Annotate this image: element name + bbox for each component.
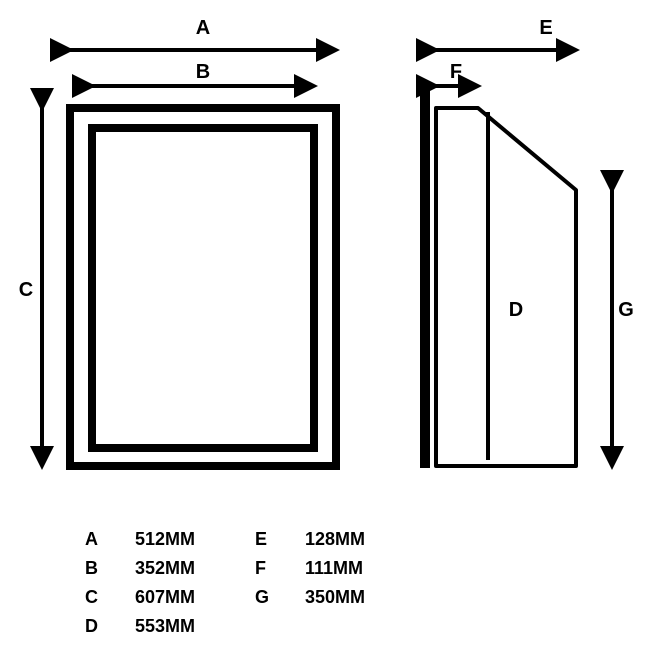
label-f: F (450, 61, 462, 83)
legend-val: 553MM (135, 612, 255, 641)
side-back-bar (420, 90, 430, 468)
legend-row: C607MMG350MM (85, 583, 425, 612)
legend-key: A (85, 525, 135, 554)
legend-val: 607MM (135, 583, 255, 612)
label-g: G (618, 299, 634, 321)
legend-key: E (255, 525, 305, 554)
legend-key: F (255, 554, 305, 583)
legend-row: A512MME128MM (85, 525, 425, 554)
legend-key: B (85, 554, 135, 583)
label-c: C (19, 279, 33, 301)
label-b: B (196, 61, 210, 83)
front-outer-rect (70, 108, 336, 466)
label-d: D (509, 299, 523, 321)
front-inner-rect (92, 128, 314, 448)
legend-val: 111MM (305, 554, 425, 583)
legend-val: 512MM (135, 525, 255, 554)
dimension-legend: A512MME128MMB352MMF111MMC607MMG350MMD553… (85, 525, 425, 641)
legend-key: D (85, 612, 135, 641)
side-outline (436, 108, 576, 466)
legend-key: G (255, 583, 305, 612)
legend-row: B352MMF111MM (85, 554, 425, 583)
legend-val: 350MM (305, 583, 425, 612)
label-e: E (539, 17, 552, 39)
label-a: A (196, 17, 210, 39)
legend-val: 128MM (305, 525, 425, 554)
legend-val (305, 612, 425, 641)
legend-row: D553MM (85, 612, 425, 641)
legend-key: C (85, 583, 135, 612)
legend-val: 352MM (135, 554, 255, 583)
legend-key (255, 612, 305, 641)
